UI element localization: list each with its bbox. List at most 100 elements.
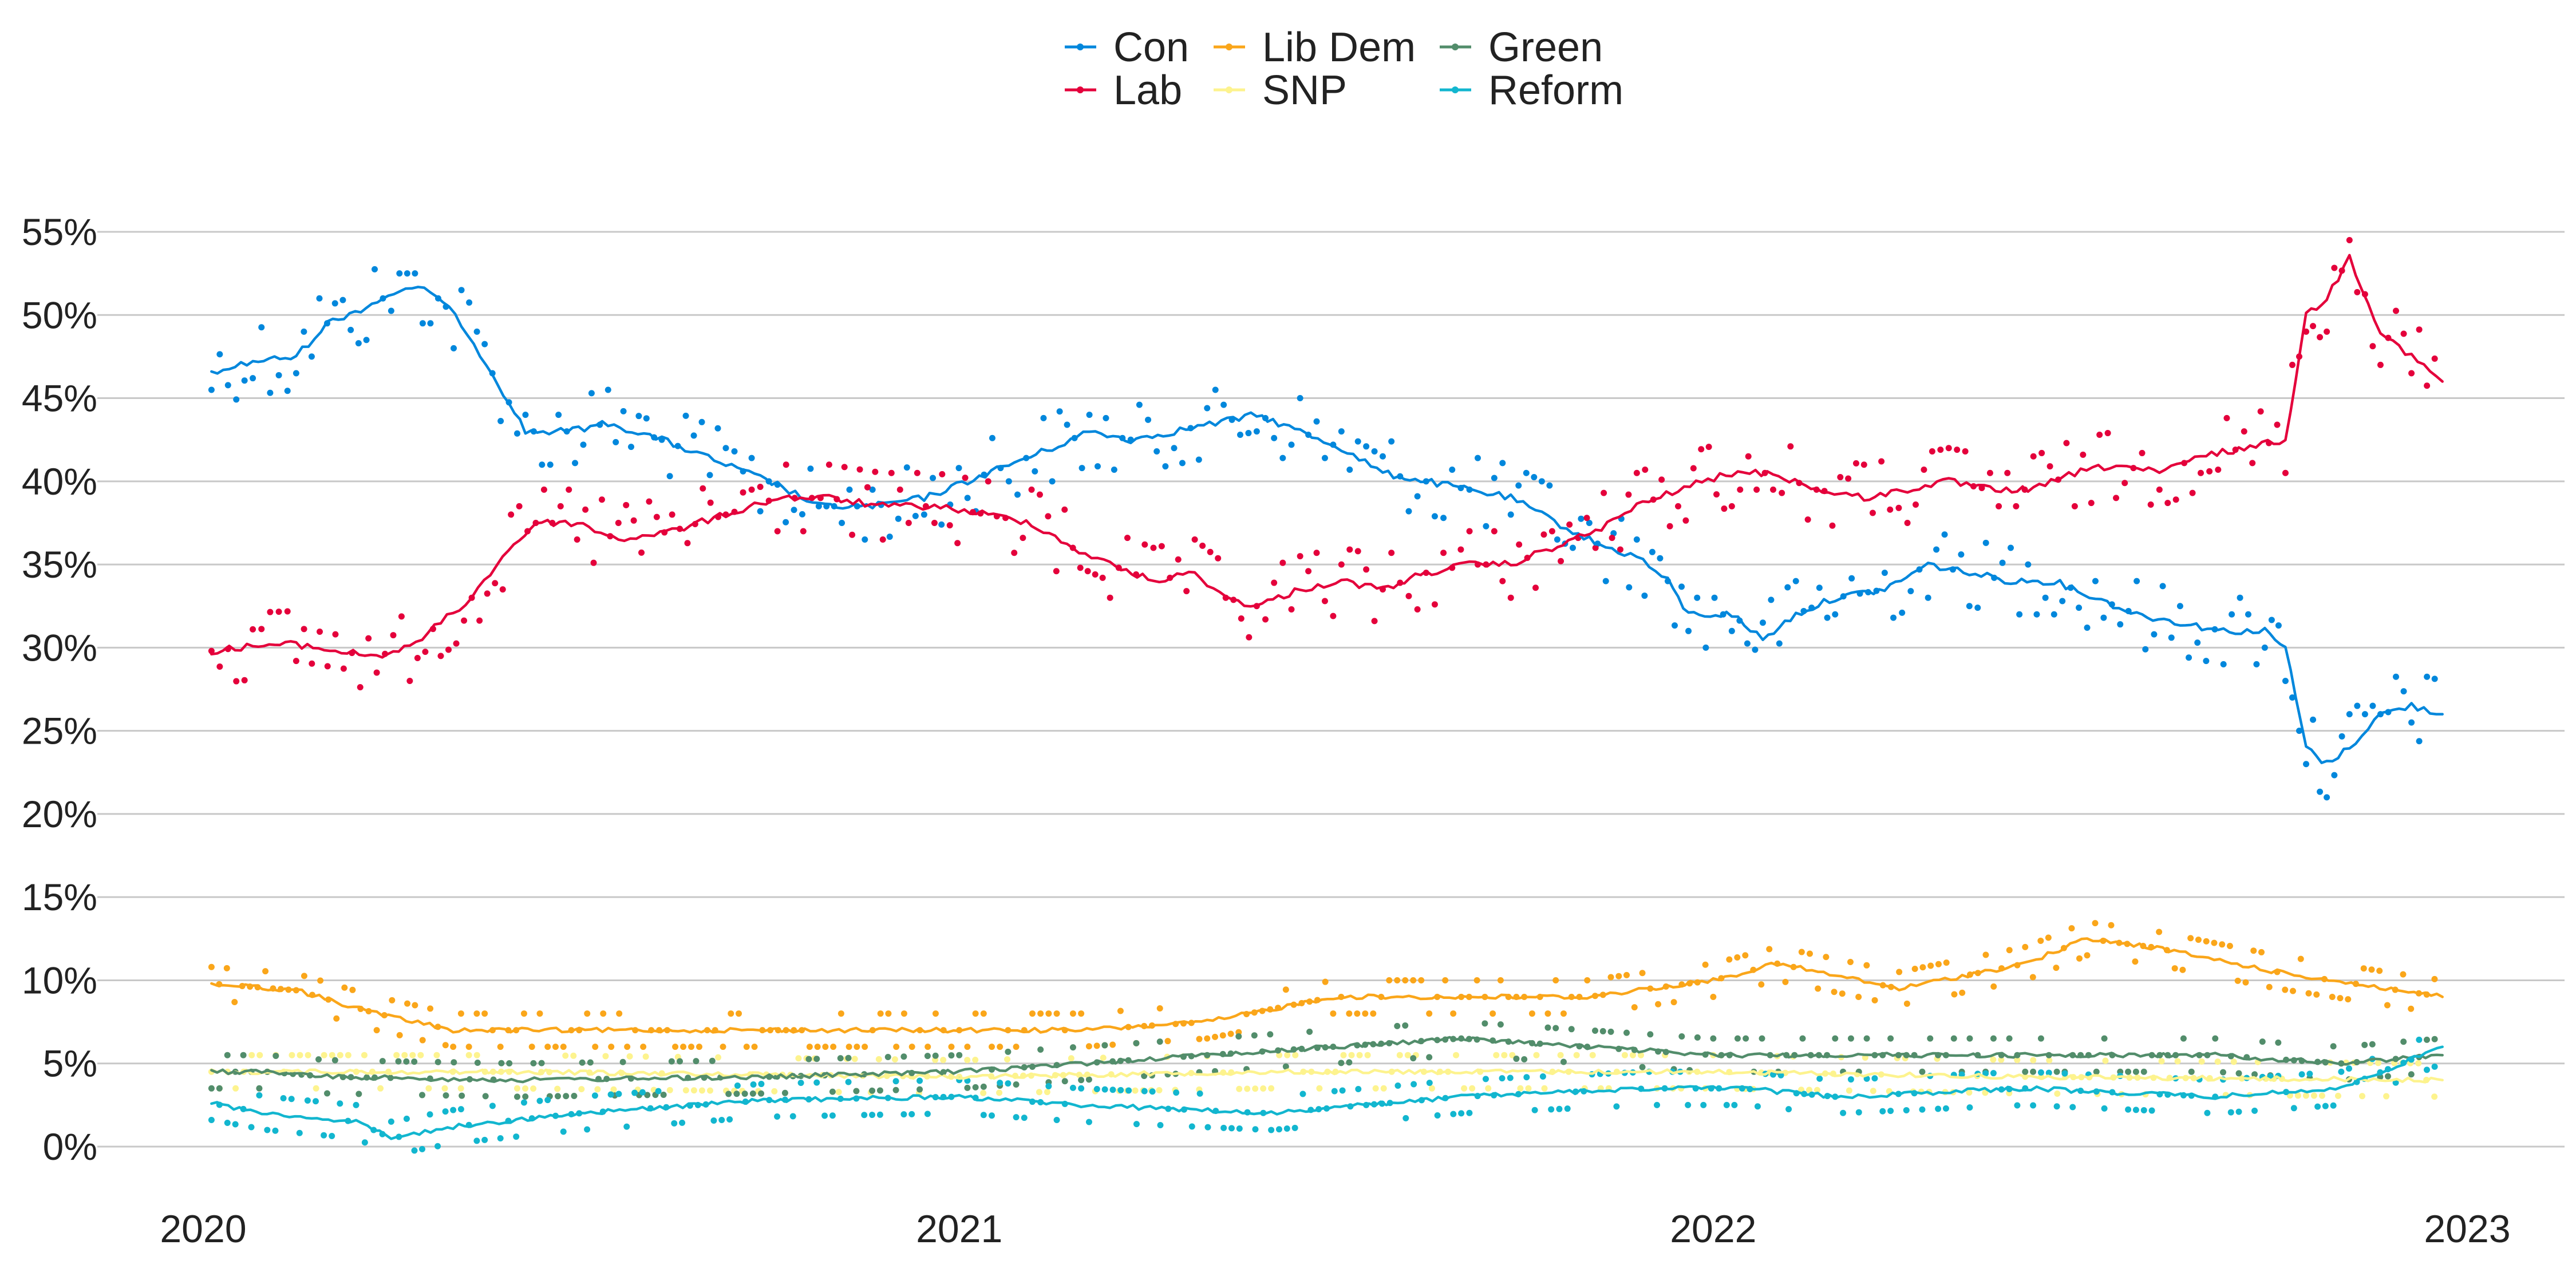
- poll-dot: [2266, 983, 2273, 990]
- poll-dot: [2092, 578, 2099, 584]
- poll-dot: [1426, 1080, 1433, 1086]
- poll-dot: [2037, 937, 2044, 944]
- poll-dot: [1228, 1125, 1235, 1132]
- poll-dot: [841, 464, 848, 471]
- poll-dot: [579, 1059, 586, 1066]
- poll-dot: [2415, 1060, 2422, 1066]
- poll-dot: [544, 1044, 551, 1050]
- poll-dot: [1346, 546, 1353, 553]
- poll-dot: [1573, 1052, 1580, 1058]
- poll-dot: [1469, 1085, 1476, 1092]
- poll-dot: [1935, 1105, 1942, 1112]
- poll-dot: [321, 1052, 327, 1058]
- poll-dot: [607, 1091, 614, 1098]
- poll-dot: [317, 977, 324, 984]
- poll-dot: [642, 1053, 649, 1060]
- poll-dot: [1029, 1010, 1036, 1017]
- poll-dot: [1490, 1010, 1496, 1017]
- poll-dot: [1418, 977, 1425, 983]
- y-axis-ticks: 0% 5% 10% 15% 20% 25% 30% 35% 40% 45% 50% 55%: [22, 211, 97, 1168]
- poll-dot: [289, 1052, 295, 1058]
- poll-dot: [749, 1090, 756, 1097]
- poll-dot: [1245, 430, 1252, 437]
- poll-dot: [2383, 1093, 2390, 1100]
- poll-dot: [1629, 1052, 1636, 1058]
- poll-dot: [1807, 950, 1814, 957]
- poll-dot: [2204, 1109, 2211, 1116]
- poll-dot: [2171, 965, 2178, 972]
- poll-dot: [2235, 1108, 2242, 1115]
- poll-dot: [1759, 1035, 1765, 1042]
- poll-dot: [1491, 528, 1498, 535]
- poll-dot: [2088, 500, 2095, 507]
- poll-dot: [1641, 592, 1648, 599]
- poll-dot: [1806, 1086, 1813, 1093]
- poll-dot: [1370, 1010, 1377, 1017]
- poll-dot: [572, 460, 579, 467]
- legend-item-lab: Lab: [1065, 68, 1182, 113]
- poll-dot: [2230, 1058, 2237, 1065]
- poll-dot: [308, 353, 315, 360]
- poll-dot: [1330, 1010, 1337, 1017]
- poll-dot: [1196, 1036, 1203, 1042]
- poll-dot: [422, 649, 429, 655]
- poll-dot: [1141, 1088, 1148, 1095]
- poll-dot: [1958, 1071, 1965, 1078]
- poll-dot: [540, 486, 547, 493]
- poll-dot: [2330, 1102, 2337, 1109]
- poll-dot: [587, 1059, 594, 1066]
- poll-dot: [506, 1060, 513, 1066]
- poll-dot: [814, 1044, 821, 1050]
- poll-dot: [1044, 1089, 1050, 1096]
- poll-dot: [457, 1085, 464, 1092]
- poll-dot: [465, 1052, 472, 1058]
- poll-dot: [2194, 639, 2201, 646]
- poll-dot: [396, 270, 403, 277]
- poll-dot: [791, 507, 797, 513]
- poll-dot: [876, 1111, 883, 1118]
- poll-dot: [426, 1111, 433, 1118]
- poll-dot: [1117, 1086, 1124, 1093]
- poll-dot: [706, 1087, 713, 1094]
- poll-dot: [1516, 541, 1523, 548]
- poll-dot: [1896, 969, 1903, 975]
- poll-dot: [2022, 943, 2029, 950]
- poll-dot: [813, 1079, 820, 1086]
- poll-dot: [2408, 1071, 2415, 1078]
- poll-dot: [555, 1093, 562, 1100]
- y-tick-label: 30%: [22, 626, 97, 669]
- poll-dot: [1758, 981, 1765, 988]
- poll-dot: [1133, 1121, 1140, 1128]
- poll-dot: [783, 519, 789, 526]
- poll-dot: [1759, 619, 1766, 626]
- poll-dot: [2229, 611, 2235, 618]
- poll-dot: [2101, 1105, 2108, 1112]
- poll-dot: [453, 640, 460, 647]
- poll-dot: [1556, 1105, 1563, 1112]
- poll-dot: [615, 519, 622, 526]
- poll-dot: [1533, 1052, 1540, 1058]
- poll-dot: [741, 1091, 748, 1097]
- legend-item-reform: Reform: [1440, 68, 1623, 113]
- poll-dot: [365, 635, 372, 642]
- poll-dot: [2393, 307, 2400, 314]
- poll-dot: [1962, 448, 1969, 455]
- poll-dot: [1252, 1126, 1259, 1133]
- poll-dot: [459, 1092, 465, 1099]
- poll-dot: [938, 521, 945, 528]
- poll-dot: [1895, 504, 1902, 511]
- poll-dot: [758, 1081, 765, 1088]
- y-tick-label: 45%: [22, 377, 97, 420]
- poll-dot: [2331, 264, 2338, 271]
- poll-dot: [1766, 946, 1773, 953]
- poll-dot: [1322, 978, 1329, 985]
- poll-dot: [1731, 1101, 1738, 1108]
- poll-dot: [1639, 1064, 1646, 1070]
- y-tick-label: 40%: [22, 460, 97, 503]
- poll-dot: [1086, 412, 1093, 418]
- poll-dot: [284, 388, 291, 394]
- poll-dot: [627, 444, 634, 451]
- poll-dot: [353, 1101, 359, 1108]
- poll-dot: [1237, 431, 1244, 438]
- poll-dot: [530, 1060, 537, 1066]
